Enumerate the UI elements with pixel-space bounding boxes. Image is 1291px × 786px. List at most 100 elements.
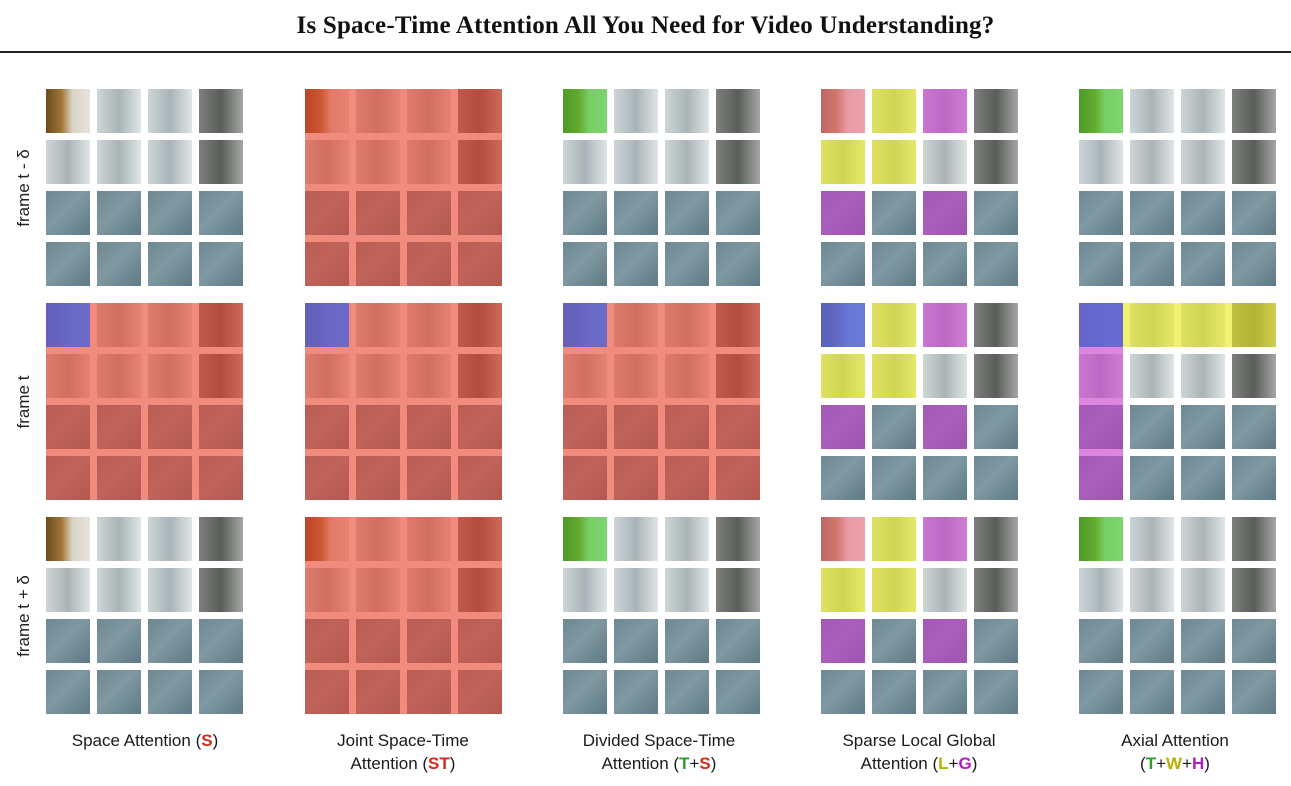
video-patch [716,670,760,714]
caption-space-attention: Space Attention (S) [30,729,260,752]
query-patch [1079,303,1123,347]
video-patch [1181,517,1225,561]
video-patch [1130,670,1174,714]
video-patch [1232,354,1276,398]
attended-patch [923,191,967,235]
video-patch [872,242,916,286]
video-patch [1130,405,1174,449]
row-label-frame-t-plus-delta: frame t + δ [14,575,33,657]
video-patch [563,191,607,235]
caption-symbol-st: ST [428,754,450,773]
video-patch [1079,619,1123,663]
video-patch [1232,517,1276,561]
video-patch [199,191,243,235]
caption-line: Attention (T+S) [544,752,774,775]
video-patch [1181,354,1225,398]
row-label-frame-t: frame t [14,375,33,429]
video-patch [199,517,243,561]
caption-text: + [1156,754,1167,773]
video-patch [923,140,967,184]
patch-panel [1079,517,1276,714]
video-patch [974,517,1018,561]
video-patch [1079,568,1123,612]
patch-panel [305,517,502,714]
caption-text: ) [1204,754,1210,773]
attended-patch [563,89,607,133]
video-patch [1130,89,1174,133]
video-patch [1079,191,1123,235]
attended-patch [872,568,916,612]
video-patch [199,89,243,133]
video-patch [923,242,967,286]
video-patch [974,619,1018,663]
video-patch [97,619,141,663]
caption-divided-space-time: Divided Space-Time Attention (T+S) [544,729,774,775]
video-patch [872,405,916,449]
attended-patch [923,405,967,449]
attended-patch [821,517,865,561]
caption-line: Space Attention (S) [30,729,260,752]
attended-patch [821,354,865,398]
video-patch [974,405,1018,449]
attended-patch [872,303,916,347]
video-patch [614,140,658,184]
video-patch [563,568,607,612]
video-patch [199,568,243,612]
video-patch [46,619,90,663]
video-patch [1232,140,1276,184]
video-patch [872,670,916,714]
video-patch [199,242,243,286]
video-patch [716,140,760,184]
video-patch [872,619,916,663]
video-patch [97,517,141,561]
attended-patch [563,517,607,561]
video-patch [923,568,967,612]
video-patch [821,242,865,286]
video-patch [46,191,90,235]
caption-text: ) [971,754,978,773]
video-patch [872,456,916,500]
patch-panel [1079,303,1276,500]
caption-text: + [1182,754,1193,773]
video-patch [974,191,1018,235]
video-patch [199,670,243,714]
patch-panel [563,89,760,286]
attended-patch [872,140,916,184]
caption-symbol-g: G [958,754,972,773]
video-patch [614,619,658,663]
caption-symbol-s: S [201,731,213,750]
patch-panel [563,517,760,714]
video-patch [1079,140,1123,184]
patch-panel [1079,89,1276,286]
video-patch [1079,242,1123,286]
video-patch [1130,140,1174,184]
video-patch [1130,619,1174,663]
attention-region [305,517,502,714]
video-patch [665,191,709,235]
attended-patch [872,89,916,133]
video-patch [563,619,607,663]
video-patch [974,242,1018,286]
video-patch [1181,670,1225,714]
query-patch [46,303,90,347]
video-patch [46,89,90,133]
patch-panel [821,303,1018,500]
caption-text: + [948,754,959,773]
video-patch [1181,89,1225,133]
caption-symbol-w: W [1166,754,1183,773]
video-patch [148,242,192,286]
caption-line: Sparse Local Global [842,731,996,750]
video-patch [563,140,607,184]
video-patch [821,456,865,500]
video-patch [1232,568,1276,612]
attended-patch [1079,89,1123,133]
patch-panel [46,517,243,714]
video-patch [821,670,865,714]
video-patch [1130,191,1174,235]
video-patch [614,191,658,235]
query-patch [821,303,865,347]
video-patch [563,670,607,714]
video-patch [872,191,916,235]
video-patch [716,242,760,286]
video-patch [1181,619,1225,663]
